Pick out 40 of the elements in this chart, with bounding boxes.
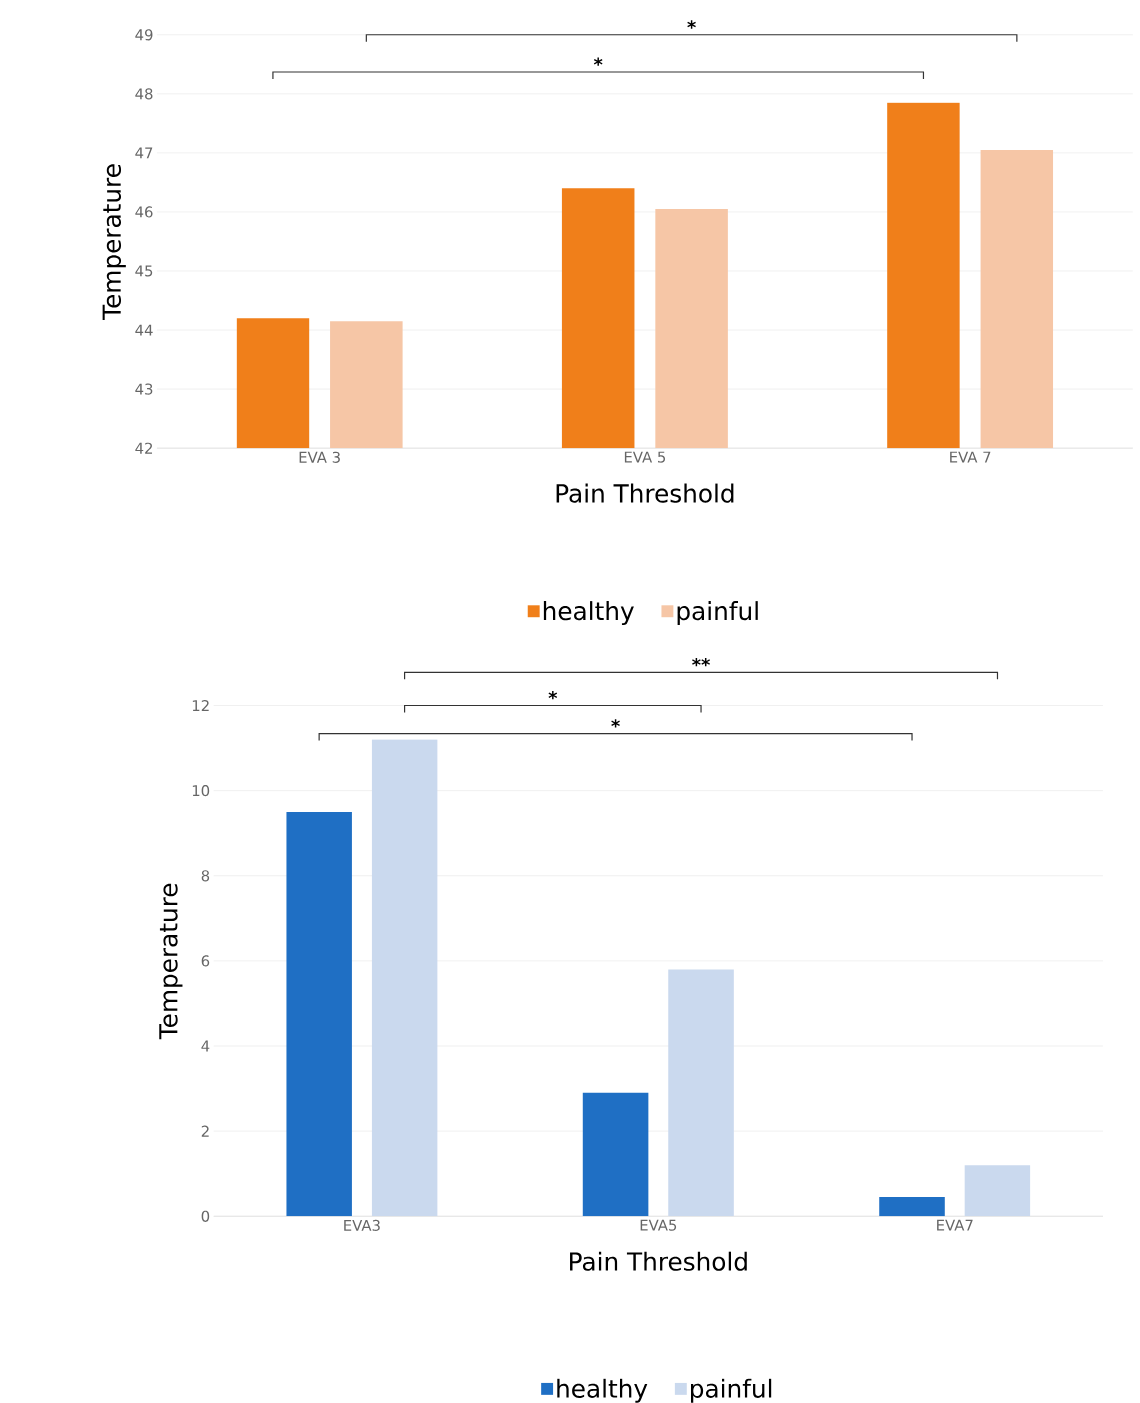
bar: [371, 739, 438, 1217]
y-tick-label: 8: [201, 870, 210, 882]
x-tick-label: EVA7: [937, 1219, 973, 1231]
y-tick-label: 2: [201, 1125, 209, 1137]
y-tick-label: 45: [135, 265, 153, 277]
x-tick-label: EVA5: [640, 1219, 677, 1231]
x-tick-label: EVA 5: [625, 451, 666, 463]
annotation: *: [594, 57, 603, 66]
bar: [964, 1165, 1031, 1217]
x-axis-title: Pain Threshold: [556, 483, 734, 503]
y-tick-label: 43: [135, 383, 153, 395]
y-tick-label: 46: [135, 206, 153, 218]
annotation: *: [611, 719, 621, 728]
text: **: [692, 657, 711, 667]
y-axis-title: Temperature: [159, 883, 183, 1040]
y-tick-label: 42: [135, 442, 153, 454]
legend-label: healthy: [557, 1378, 648, 1403]
bar: [286, 811, 353, 1217]
y-tick-label: 48: [135, 88, 153, 100]
y-tick-label: 6: [201, 955, 210, 967]
x-tick-label: EVA 7: [950, 451, 991, 463]
x-tick-label: EVA 3: [299, 451, 341, 463]
x-axis-title: Pain Threshold: [570, 1251, 747, 1271]
legend-label: painful: [677, 601, 758, 626]
text: *: [687, 20, 697, 29]
bar: [668, 969, 734, 1217]
y-tick-label: 44: [135, 324, 153, 336]
y-axis-title: Temperature: [102, 164, 126, 320]
y-tick-label: 4: [201, 1040, 210, 1052]
y-tick-label: 0: [201, 1210, 210, 1222]
text: *: [548, 691, 558, 700]
y-tick-label: 47: [135, 147, 153, 159]
bar: [582, 1092, 649, 1217]
legend-label: healthy: [544, 601, 635, 626]
bar: [879, 1197, 945, 1217]
y-tick-label: 10: [193, 785, 210, 797]
y-tick-label: 12: [193, 699, 209, 712]
y-tick-label: 49: [135, 29, 153, 41]
x-tick-label: EVA3: [344, 1219, 380, 1231]
legend-label: painful: [691, 1378, 772, 1403]
